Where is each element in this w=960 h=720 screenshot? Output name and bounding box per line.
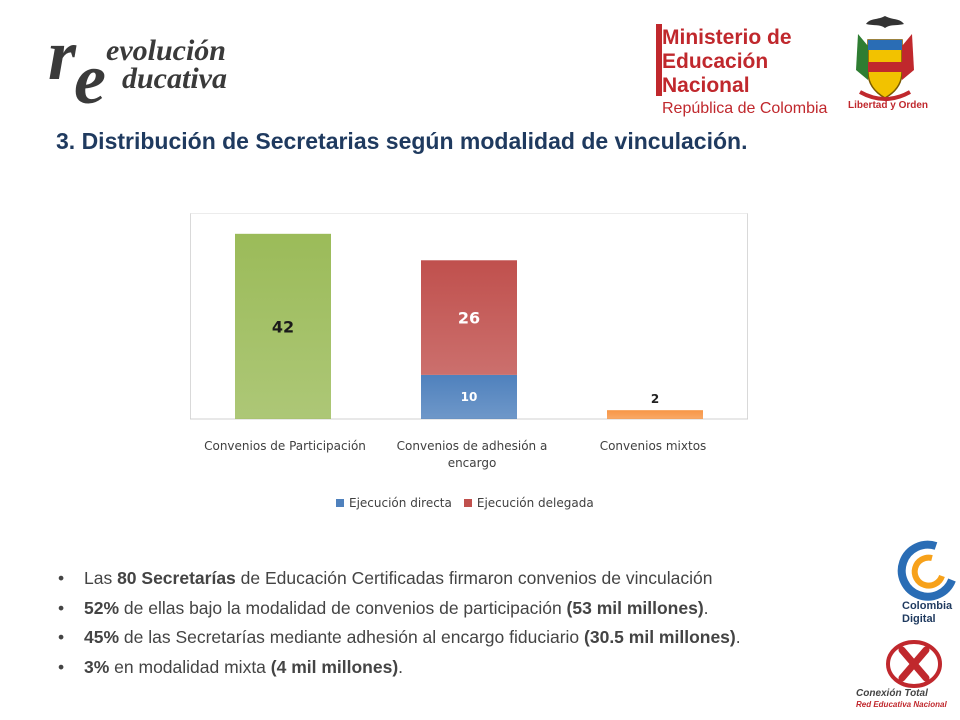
conexion-total-logo-icon <box>886 640 942 688</box>
ministry-line-2: Educación Nacional <box>662 50 769 97</box>
ministry-name: Ministerio de Educación Nacional Repúbli… <box>662 26 832 120</box>
summary-bullets: • Las 80 Secretarías de Educación Certifi… <box>58 564 898 682</box>
stacked-bar-chart: 42 10 26 2 <box>190 233 748 420</box>
bullet-item: • 52% de ellas bajo la modalidad de conve… <box>58 597 709 618</box>
category-label-mixtos: Convenios mixtos <box>599 439 707 453</box>
data-label-0-0: 42 <box>272 317 294 336</box>
legend-swatch-delegada <box>463 499 472 507</box>
colombia-coat-of-arms-icon <box>856 16 914 101</box>
logo-letter-r: r <box>48 15 77 95</box>
colombia-digital-wordmark: Colombia Digital <box>902 600 953 625</box>
bar-segment-directa-0 <box>235 233 331 419</box>
colombia-digital-logo-icon <box>897 540 956 601</box>
bullet-item: • Las 80 Secretarías de Educación Certifi… <box>58 568 713 588</box>
ministry-line-1: Ministerio de <box>662 26 792 49</box>
data-label-1-0: 10 <box>461 390 478 404</box>
legend-swatch-directa <box>336 499 344 507</box>
revolucion-educativa-logo: r evolución e ducativa <box>46 15 256 119</box>
category-label-adhesion: Convenios de adhesión a encargo <box>396 439 548 470</box>
logo-word-ducativa: ducativa <box>122 62 227 95</box>
bar-segment-directa-1 <box>421 374 517 419</box>
data-label-1-1: 26 <box>458 309 480 328</box>
ministry-accent-bar <box>656 24 662 96</box>
ministry-line-3: República de Colombia <box>662 100 828 117</box>
bar-segment-delegada-1 <box>421 260 517 375</box>
legend-label-directa: Ejecución directa <box>349 496 452 510</box>
legend-item-delegada: Ejecución delegada <box>463 496 594 510</box>
crest-caption: Libertad y Orden <box>848 100 929 111</box>
slide-title: 3. Distribución de Secretarias según mod… <box>56 128 748 154</box>
data-label-2-0: 2 <box>651 392 659 406</box>
conexion-total-wordmark: Conexión Total Red Educativa Nacional <box>856 688 947 709</box>
chart-legend: Ejecución directa Ejecución delegada <box>336 496 594 510</box>
chart-plot-frame <box>190 213 748 419</box>
logo-word-evolucion: evolución <box>106 34 226 67</box>
legend-item-directa: Ejecución directa <box>336 496 452 510</box>
logo-letter-e: e <box>74 39 106 119</box>
legend-label-delegada: Ejecución delegada <box>476 496 594 510</box>
category-label-participacion: Convenios de Participación <box>204 439 366 453</box>
bullet-item: • 3% en modalidad mixta (4 mil millones). <box>58 656 404 677</box>
bullet-item: • 45% de las Secretarías mediante adhesió… <box>58 627 741 647</box>
bar-segment-directa-2 <box>607 410 703 419</box>
